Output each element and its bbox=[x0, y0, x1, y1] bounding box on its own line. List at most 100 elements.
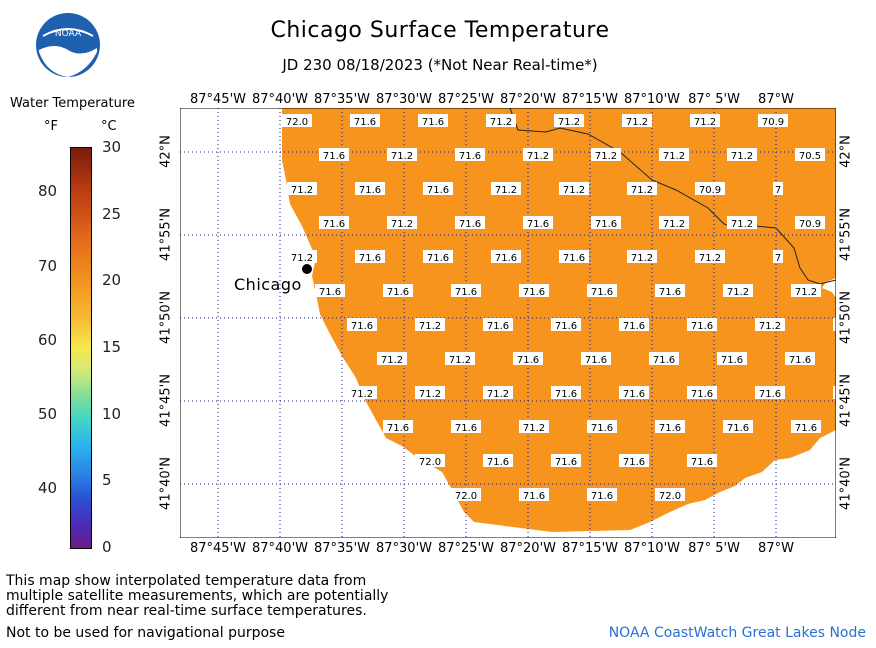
svg-text:71.6: 71.6 bbox=[653, 355, 675, 366]
temperature-colorbar bbox=[70, 147, 92, 549]
svg-text:71.2: 71.2 bbox=[631, 185, 653, 196]
temperature-label: 71.2 bbox=[287, 250, 317, 264]
latitude-label: 41°40'N bbox=[838, 457, 854, 510]
temperature-label: 71.2 bbox=[727, 148, 757, 162]
longitude-label: 87°35'W bbox=[313, 92, 370, 107]
map-subtitle: JD 230 08/18/2023 (*Not Near Real-time*) bbox=[282, 56, 598, 74]
latitude-label: 41°55'N bbox=[158, 208, 174, 261]
svg-text:71.6: 71.6 bbox=[455, 423, 477, 434]
svg-text:71.6: 71.6 bbox=[691, 389, 713, 400]
temperature-label: 7 bbox=[773, 250, 783, 264]
temperature-label: 7 bbox=[773, 182, 783, 196]
svg-text:71.6: 71.6 bbox=[727, 423, 749, 434]
temperature-label: 71.6 bbox=[423, 182, 453, 196]
longitude-label: 87° 5'W bbox=[688, 541, 740, 556]
legend-title: Water Temperature bbox=[10, 96, 135, 111]
svg-text:71.6: 71.6 bbox=[323, 219, 345, 230]
svg-text:71.6: 71.6 bbox=[323, 151, 345, 162]
svg-text:71.6: 71.6 bbox=[422, 117, 444, 128]
svg-text:71.2: 71.2 bbox=[563, 185, 585, 196]
svg-text:71.2: 71.2 bbox=[558, 117, 580, 128]
temperature-label: 71.6 bbox=[723, 420, 753, 434]
svg-text:71.6: 71.6 bbox=[591, 423, 613, 434]
latitude-label: 41°50'N bbox=[158, 291, 174, 344]
temperature-label: 71.2 bbox=[483, 386, 513, 400]
svg-text:7: 7 bbox=[775, 185, 781, 196]
temperature-label: 71.6 bbox=[587, 488, 617, 502]
temperature-label: 71.6 bbox=[581, 352, 611, 366]
celsius-tick: 10 bbox=[102, 404, 122, 423]
longitude-label: 87°45'W bbox=[189, 92, 246, 107]
temperature-label: 71.6 bbox=[355, 182, 385, 196]
svg-text:71.2: 71.2 bbox=[595, 151, 617, 162]
svg-text:71.2: 71.2 bbox=[490, 117, 512, 128]
longitude-label: 87°W bbox=[758, 541, 794, 556]
longitude-label: 87° 5'W bbox=[688, 92, 740, 107]
svg-text:71.2: 71.2 bbox=[487, 389, 509, 400]
svg-text:71.6: 71.6 bbox=[555, 389, 577, 400]
temperature-label: 71.2 bbox=[559, 182, 589, 196]
temperature-label: 71.6 bbox=[687, 386, 717, 400]
svg-text:71.2: 71.2 bbox=[663, 151, 685, 162]
temperature-label: 71.2 bbox=[659, 148, 689, 162]
svg-text:71.2: 71.2 bbox=[291, 185, 313, 196]
temperature-label: 71.2 bbox=[445, 352, 475, 366]
temperature-label: 71.6 bbox=[455, 216, 485, 230]
map-title: Chicago Surface Temperature bbox=[270, 18, 610, 43]
svg-text:70.9: 70.9 bbox=[799, 219, 821, 230]
temperature-label: 71.2 bbox=[523, 148, 553, 162]
temperature-labels: 72.0 71.6 71.6 71.2 71.2 71.2 71.2 70.9 7 71.6 71.… bbox=[282, 114, 876, 502]
svg-text:71.2: 71.2 bbox=[731, 219, 753, 230]
svg-text:71.6: 71.6 bbox=[523, 287, 545, 298]
svg-text:71.2: 71.2 bbox=[527, 151, 549, 162]
temperature-label: 71.6 bbox=[423, 250, 453, 264]
svg-text:71.2: 71.2 bbox=[291, 253, 313, 264]
svg-text:71.6: 71.6 bbox=[527, 219, 549, 230]
fahrenheit-tick: 80 bbox=[38, 182, 58, 201]
longitude-label: 87°35'W bbox=[313, 541, 370, 556]
longitude-label: 87°20'W bbox=[499, 92, 556, 107]
svg-text:71.2: 71.2 bbox=[391, 219, 413, 230]
temperature-label: 71.2 bbox=[415, 386, 445, 400]
latitude-label: 42°N bbox=[838, 135, 854, 168]
svg-text:71.6: 71.6 bbox=[387, 423, 409, 434]
longitude-label: 87°10'W bbox=[623, 541, 680, 556]
svg-text:71.2: 71.2 bbox=[699, 253, 721, 264]
svg-text:71.6: 71.6 bbox=[721, 355, 743, 366]
svg-text:71.6: 71.6 bbox=[563, 253, 585, 264]
temperature-label: 71.6 bbox=[655, 284, 685, 298]
temperature-label: 71.2 bbox=[627, 250, 657, 264]
svg-text:71.2: 71.2 bbox=[381, 355, 403, 366]
svg-text:71.6: 71.6 bbox=[319, 287, 341, 298]
temperature-label: 70.9 bbox=[758, 114, 788, 128]
temperature-label: 71.6 bbox=[355, 250, 385, 264]
temperature-label: 71.6 bbox=[559, 250, 589, 264]
fahrenheit-tick: 40 bbox=[38, 478, 58, 497]
longitude-label: 87°30'W bbox=[375, 92, 432, 107]
svg-text:71.6: 71.6 bbox=[517, 355, 539, 366]
temperature-label: 71.6 bbox=[418, 114, 448, 128]
svg-text:71.2: 71.2 bbox=[449, 355, 471, 366]
temperature-label: 71.2 bbox=[554, 114, 584, 128]
svg-text:71.6: 71.6 bbox=[455, 287, 477, 298]
temperature-label: 71.6 bbox=[523, 216, 553, 230]
temperature-label: 71.2 bbox=[415, 318, 445, 332]
svg-text:71.6: 71.6 bbox=[487, 321, 509, 332]
svg-text:71.2: 71.2 bbox=[419, 389, 441, 400]
longitude-label: 87°25'W bbox=[437, 541, 494, 556]
svg-text:71.2: 71.2 bbox=[391, 151, 413, 162]
svg-text:71.6: 71.6 bbox=[585, 355, 607, 366]
temperature-label: 71.2 bbox=[690, 114, 720, 128]
longitude-label: 87°45'W bbox=[189, 541, 246, 556]
temperature-label: 71.6 bbox=[587, 420, 617, 434]
fahrenheit-tick: 60 bbox=[38, 330, 58, 349]
temperature-label: 71.6 bbox=[791, 420, 821, 434]
temperature-label: 72.0 bbox=[282, 114, 312, 128]
longitude-label: 87°15'W bbox=[561, 541, 618, 556]
svg-text:71.6: 71.6 bbox=[555, 321, 577, 332]
latitude-label: 41°45'N bbox=[838, 374, 854, 427]
svg-text:71.6: 71.6 bbox=[623, 389, 645, 400]
svg-text:71.6: 71.6 bbox=[487, 457, 509, 468]
svg-text:71.6: 71.6 bbox=[591, 491, 613, 502]
temperature-label: 72.0 bbox=[451, 488, 481, 502]
